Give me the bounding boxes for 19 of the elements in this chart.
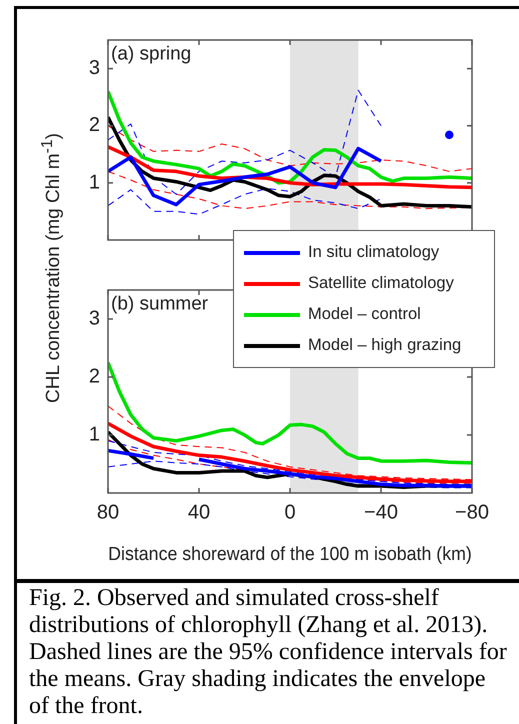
y-tick-label: 1: [88, 424, 100, 446]
caption: Fig. 2. Observed and simulated cross-shelf distributions of chlorophyll (Zhang et al. 2013). Dashed lines are the 95% confidence intervals for the means. Gray shading indicates the envelope of the front.: [29, 585, 508, 720]
chart-title: (a) spring: [111, 44, 192, 65]
y-tick-label: 2: [88, 366, 100, 388]
y-tick-label: 3: [88, 57, 100, 80]
x-tick-label: 40: [188, 502, 210, 524]
x-tick-label: 0: [284, 502, 296, 524]
x-axis-title: Distance shoreward of the 100 m isobath (km): [108, 542, 472, 564]
legend-label: Model – control: [308, 305, 421, 324]
chart-title: (b) summer: [111, 294, 209, 315]
y-tick-label: 3: [88, 308, 100, 330]
legend-label: In situ climatology: [308, 243, 440, 262]
legend-label: Satellite climatology: [308, 274, 454, 293]
x-tick-label: 80: [96, 502, 120, 524]
y-tick-label: 1: [88, 171, 100, 194]
x-tick-label: −40: [364, 502, 398, 524]
y-tick-label: 2: [88, 114, 100, 136]
x-tick-label: −80: [455, 502, 489, 524]
legend-label: Model – high grazing: [308, 336, 462, 355]
